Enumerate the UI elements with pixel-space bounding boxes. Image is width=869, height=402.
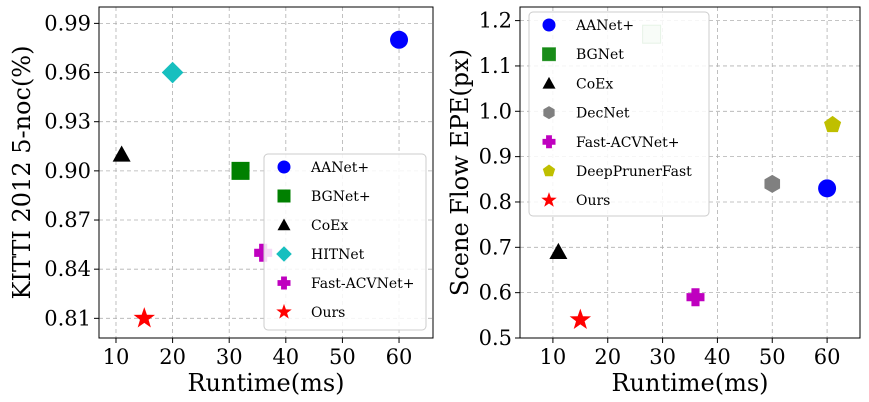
y-axis-label: KITTI 2012 5-noc(%) — [8, 46, 36, 300]
data-point-ours — [133, 307, 155, 328]
chart-2: 10 20 30 40 50 60 0.5 0.6 0.7 0.8 0.9 1.0 1.1 1.2 Runt… — [446, 6, 861, 397]
x-tick-label: 60 — [814, 345, 841, 369]
y-tick-label: 0.87 — [44, 208, 91, 232]
legend-label: BGNet — [576, 47, 624, 63]
x-axis-label: Runtime(ms) — [187, 369, 344, 397]
x-axis-label: Runtime(ms) — [611, 369, 768, 397]
data-point-deepprunerfast — [824, 115, 842, 133]
x-tick-label: 50 — [759, 345, 786, 369]
y-tick-label: 1.1 — [479, 54, 512, 78]
y-tick-label: 0.6 — [479, 281, 512, 305]
y-tick-label: 1.0 — [479, 99, 512, 123]
legend-box — [528, 11, 710, 217]
data-point-hitnet — [161, 61, 184, 84]
y-tick-label: 0.7 — [479, 235, 512, 259]
y-axis-label: Scene Flow EPE(px) — [446, 49, 474, 296]
data-point-aanet- — [818, 179, 837, 198]
legend-marker — [542, 47, 556, 62]
legend-label: DeepPrunerFast — [576, 164, 692, 180]
y-tick-label: 0.84 — [44, 257, 91, 281]
plot-frame — [98, 6, 434, 339]
legend-label: Ours — [311, 305, 345, 321]
x-tick-label: 10 — [103, 345, 130, 369]
data-point-decnet — [764, 174, 781, 193]
x-tick-label: 20 — [594, 345, 621, 369]
legend-marker — [277, 160, 291, 174]
legend-box — [263, 153, 427, 331]
y-tick-label: 0.81 — [44, 306, 91, 330]
data-point-fast-acvnet- — [686, 288, 705, 307]
legend-label: Fast-ACVNet+ — [311, 276, 414, 292]
y-tick-label: 0.5 — [479, 326, 512, 350]
plot-frame — [519, 6, 861, 339]
x-tick-label: 50 — [329, 345, 356, 369]
legend-marker — [277, 189, 291, 203]
data-point-coex — [549, 242, 568, 260]
y-tick-label: 0.93 — [44, 110, 91, 134]
data-point-aanet- — [390, 30, 409, 49]
y-tick-label: 0.99 — [44, 11, 91, 35]
y-tick-label: 0.9 — [479, 145, 512, 169]
legend-marker — [541, 192, 557, 207]
legend-marker — [277, 218, 291, 231]
legend-marker — [542, 135, 556, 149]
x-tick-label: 40 — [272, 345, 299, 369]
legend-marker — [542, 18, 556, 32]
legend-label: CoEx — [576, 76, 613, 92]
legend: AANet+ BGNet CoEx DecNet Fast-ACVNet+ DeepPru… — [528, 11, 710, 217]
legend-marker — [543, 106, 555, 120]
legend-label: CoEx — [311, 218, 348, 234]
data-point-fast-acvnet- — [254, 243, 273, 262]
y-tick-label: 0.96 — [44, 61, 91, 85]
data-point-bgnet- — [231, 161, 250, 180]
legend-label: AANet+ — [310, 160, 369, 176]
data-point-ours — [569, 308, 592, 329]
x-tick-label: 40 — [704, 345, 731, 369]
x-tick-label: 30 — [649, 345, 676, 369]
legend-marker — [276, 246, 292, 262]
legend-marker — [276, 303, 292, 319]
legend: AANet+ BGNet+ CoEx HITNet Fast-ACVNet+ Ours — [263, 153, 427, 331]
legend-label: HITNet — [311, 247, 365, 263]
legend-label: AANet+ — [575, 18, 634, 34]
y-tick-label: 1.2 — [479, 9, 512, 33]
legend-label: Ours — [576, 193, 610, 209]
legend-marker — [542, 164, 556, 177]
legend-marker — [542, 76, 556, 89]
x-tick-label: 30 — [216, 345, 243, 369]
data-point-coex — [112, 145, 131, 162]
legend-label: Fast-ACVNet+ — [576, 135, 679, 151]
x-tick-label: 60 — [386, 345, 413, 369]
chart-1: 10 20 30 40 50 60 0.81 0.84 0.87 0.90 0.93 0.96 0.99… — [8, 6, 434, 397]
y-tick-label: 0.90 — [44, 159, 91, 183]
y-tick-label: 0.8 — [479, 190, 512, 214]
legend-label: DecNet — [576, 106, 630, 122]
legend-label: BGNet+ — [311, 189, 371, 205]
x-tick-label: 20 — [159, 345, 186, 369]
legend-marker — [277, 276, 291, 290]
x-tick-label: 10 — [540, 345, 567, 369]
